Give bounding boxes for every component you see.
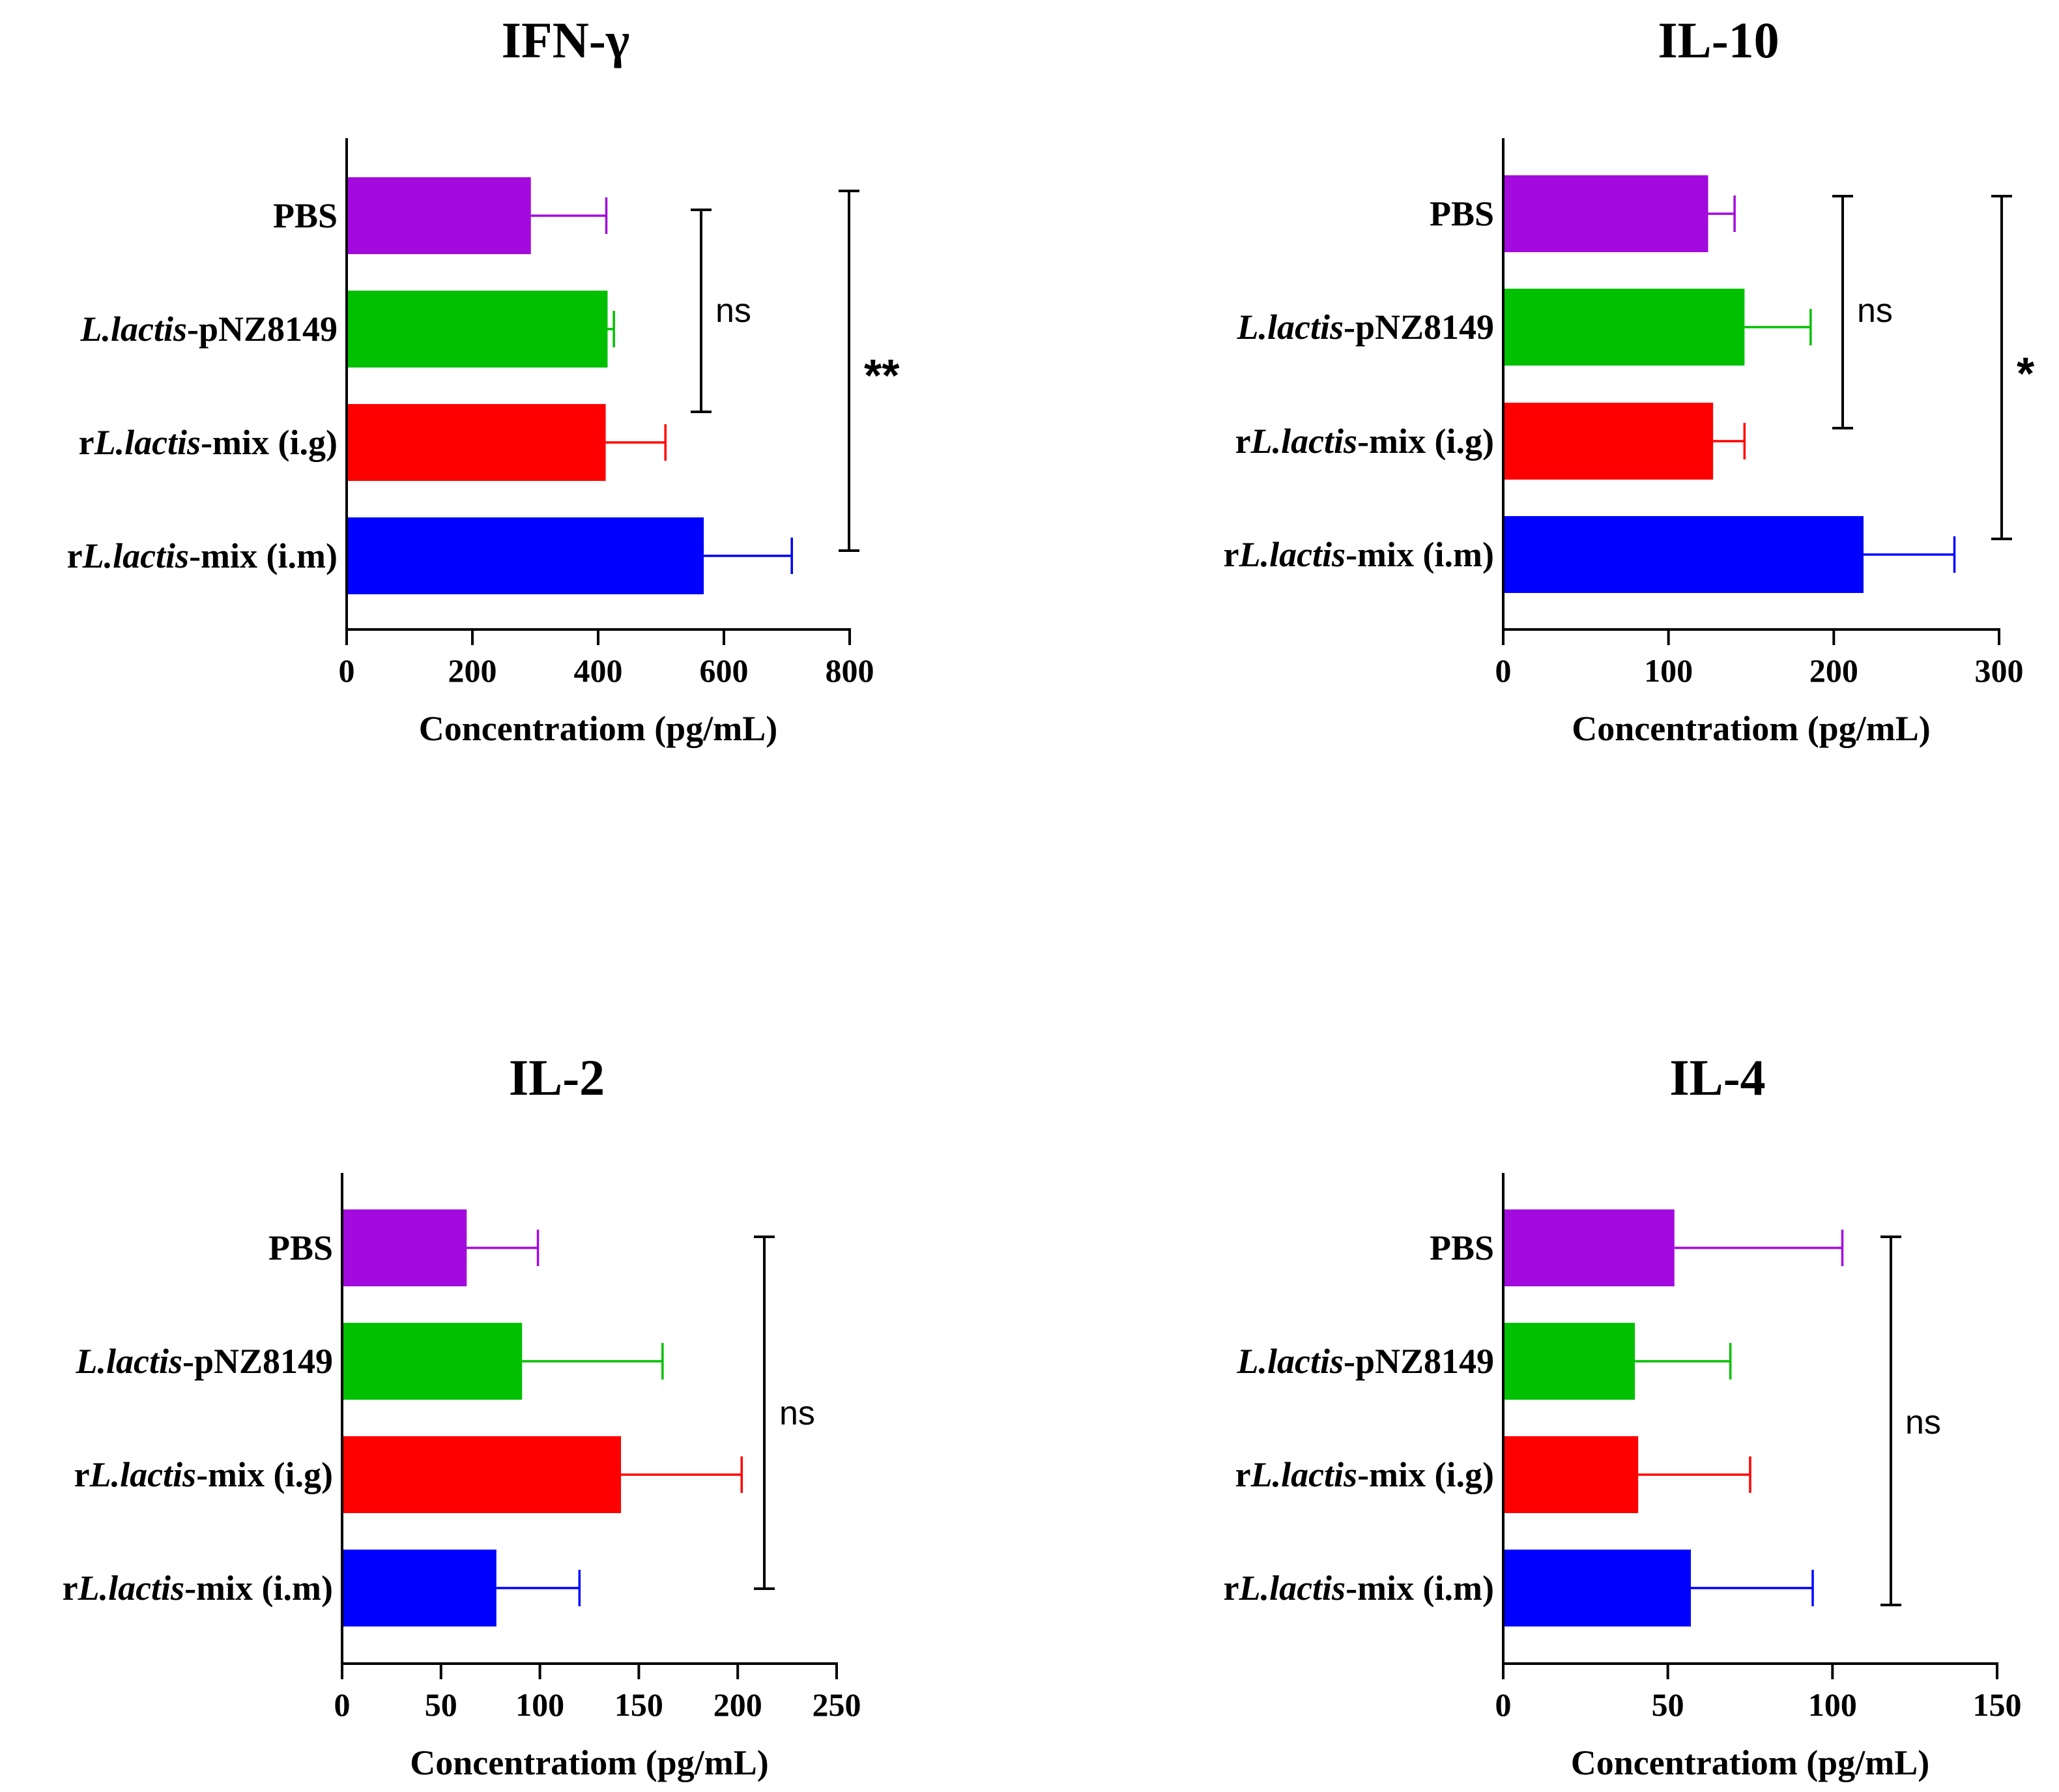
significance-label: ns	[1857, 292, 1893, 330]
category-label: PBS	[1430, 1228, 1494, 1267]
category-label: L.lactis-pNZ8149	[79, 310, 338, 349]
panel-il-10: IL-10 0 100 200 300 Concentratiom (pg/mL) PBS L…	[1224, 12, 2035, 748]
x-tick-label: 200	[713, 1686, 762, 1723]
x-tick-label: 50	[1652, 1686, 1684, 1723]
bar	[1505, 1550, 1692, 1626]
category-label: rL.lactis-mix (i.g)	[79, 423, 338, 462]
x-axis-label: Concentratiom (pg/mL)	[1571, 1743, 1929, 1782]
significance-label: *	[2017, 348, 2035, 399]
x-axis-label: Concentratiom (pg/mL)	[410, 1743, 768, 1782]
x-tick-label: 200	[448, 652, 497, 689]
x-tick-label: 200	[1809, 652, 1858, 689]
category-label: rL.lactis-mix (i.g)	[1235, 422, 1494, 461]
panel-ifn-gamma: IFN-γ 0 200 400 600 800 Concentratiom (pg/mL) P…	[67, 12, 900, 748]
x-tick-label: 50	[425, 1686, 457, 1723]
bar	[1505, 175, 1708, 252]
chart-title: IL-10	[1658, 12, 1779, 68]
category-label: rL.lactis-mix (i.m)	[1224, 535, 1494, 574]
category-label: PBS	[273, 196, 338, 235]
x-tick-label: 150	[614, 1686, 663, 1723]
x-axis-label: Concentratiom (pg/mL)	[419, 709, 777, 748]
category-label: PBS	[1430, 194, 1494, 233]
category-label: PBS	[268, 1228, 333, 1267]
bar	[1505, 289, 1745, 366]
category-label: rL.lactis-mix (i.g)	[74, 1455, 333, 1494]
x-tick-label: 150	[1973, 1686, 2022, 1723]
panel-il-4: IL-4 0 50 100 150 Concentratiom (pg/mL) PBS L.l…	[1224, 1049, 2022, 1782]
significance-label: ns	[1905, 1404, 1941, 1441]
bar	[1505, 1209, 1675, 1286]
x-tick-label: 800	[826, 652, 874, 689]
significance-label: **	[864, 350, 900, 401]
bar	[343, 1209, 467, 1286]
category-label: rL.lactis-mix (i.m)	[67, 536, 338, 575]
category-label: L.lactis-pNZ8149	[75, 1342, 333, 1381]
significance-label: ns	[715, 292, 751, 330]
x-tick-label: 600	[700, 652, 749, 689]
x-tick-label: 100	[1808, 1686, 1857, 1723]
bar	[348, 177, 531, 254]
x-tick-label: 0	[1495, 1686, 1512, 1723]
panel-il-2: IL-2 0 50 100 150 200 250 Concentratiom (pg/mL)…	[63, 1049, 861, 1782]
bar	[348, 291, 608, 368]
bar	[1505, 516, 1864, 593]
bar	[343, 1550, 497, 1626]
bar	[1505, 1323, 1635, 1400]
x-tick-label: 250	[813, 1686, 861, 1723]
category-label: rL.lactis-mix (i.m)	[63, 1568, 333, 1608]
category-label: L.lactis-pNZ8149	[1236, 308, 1494, 347]
chart-title: IL-2	[509, 1049, 605, 1106]
significance-label: ns	[779, 1395, 815, 1432]
chart-title: IFN-γ	[502, 12, 630, 68]
category-label: L.lactis-pNZ8149	[1236, 1342, 1494, 1381]
x-tick-label: 0	[339, 652, 355, 689]
x-tick-label: 400	[574, 652, 623, 689]
bar	[1505, 403, 1714, 480]
bar	[343, 1436, 622, 1513]
chart-title: IL-4	[1669, 1049, 1765, 1106]
x-tick-label: 100	[515, 1686, 564, 1723]
bar	[348, 404, 606, 481]
x-tick-label: 0	[1495, 652, 1512, 689]
bar	[348, 517, 704, 594]
x-axis-label: Concentratiom (pg/mL)	[1572, 709, 1930, 748]
bar	[1505, 1436, 1639, 1513]
x-tick-label: 0	[334, 1686, 351, 1723]
x-tick-label: 100	[1644, 652, 1693, 689]
x-tick-label: 300	[1975, 652, 2024, 689]
category-label: rL.lactis-mix (i.g)	[1235, 1455, 1494, 1494]
category-label: rL.lactis-mix (i.m)	[1224, 1568, 1494, 1608]
bar	[343, 1323, 523, 1400]
